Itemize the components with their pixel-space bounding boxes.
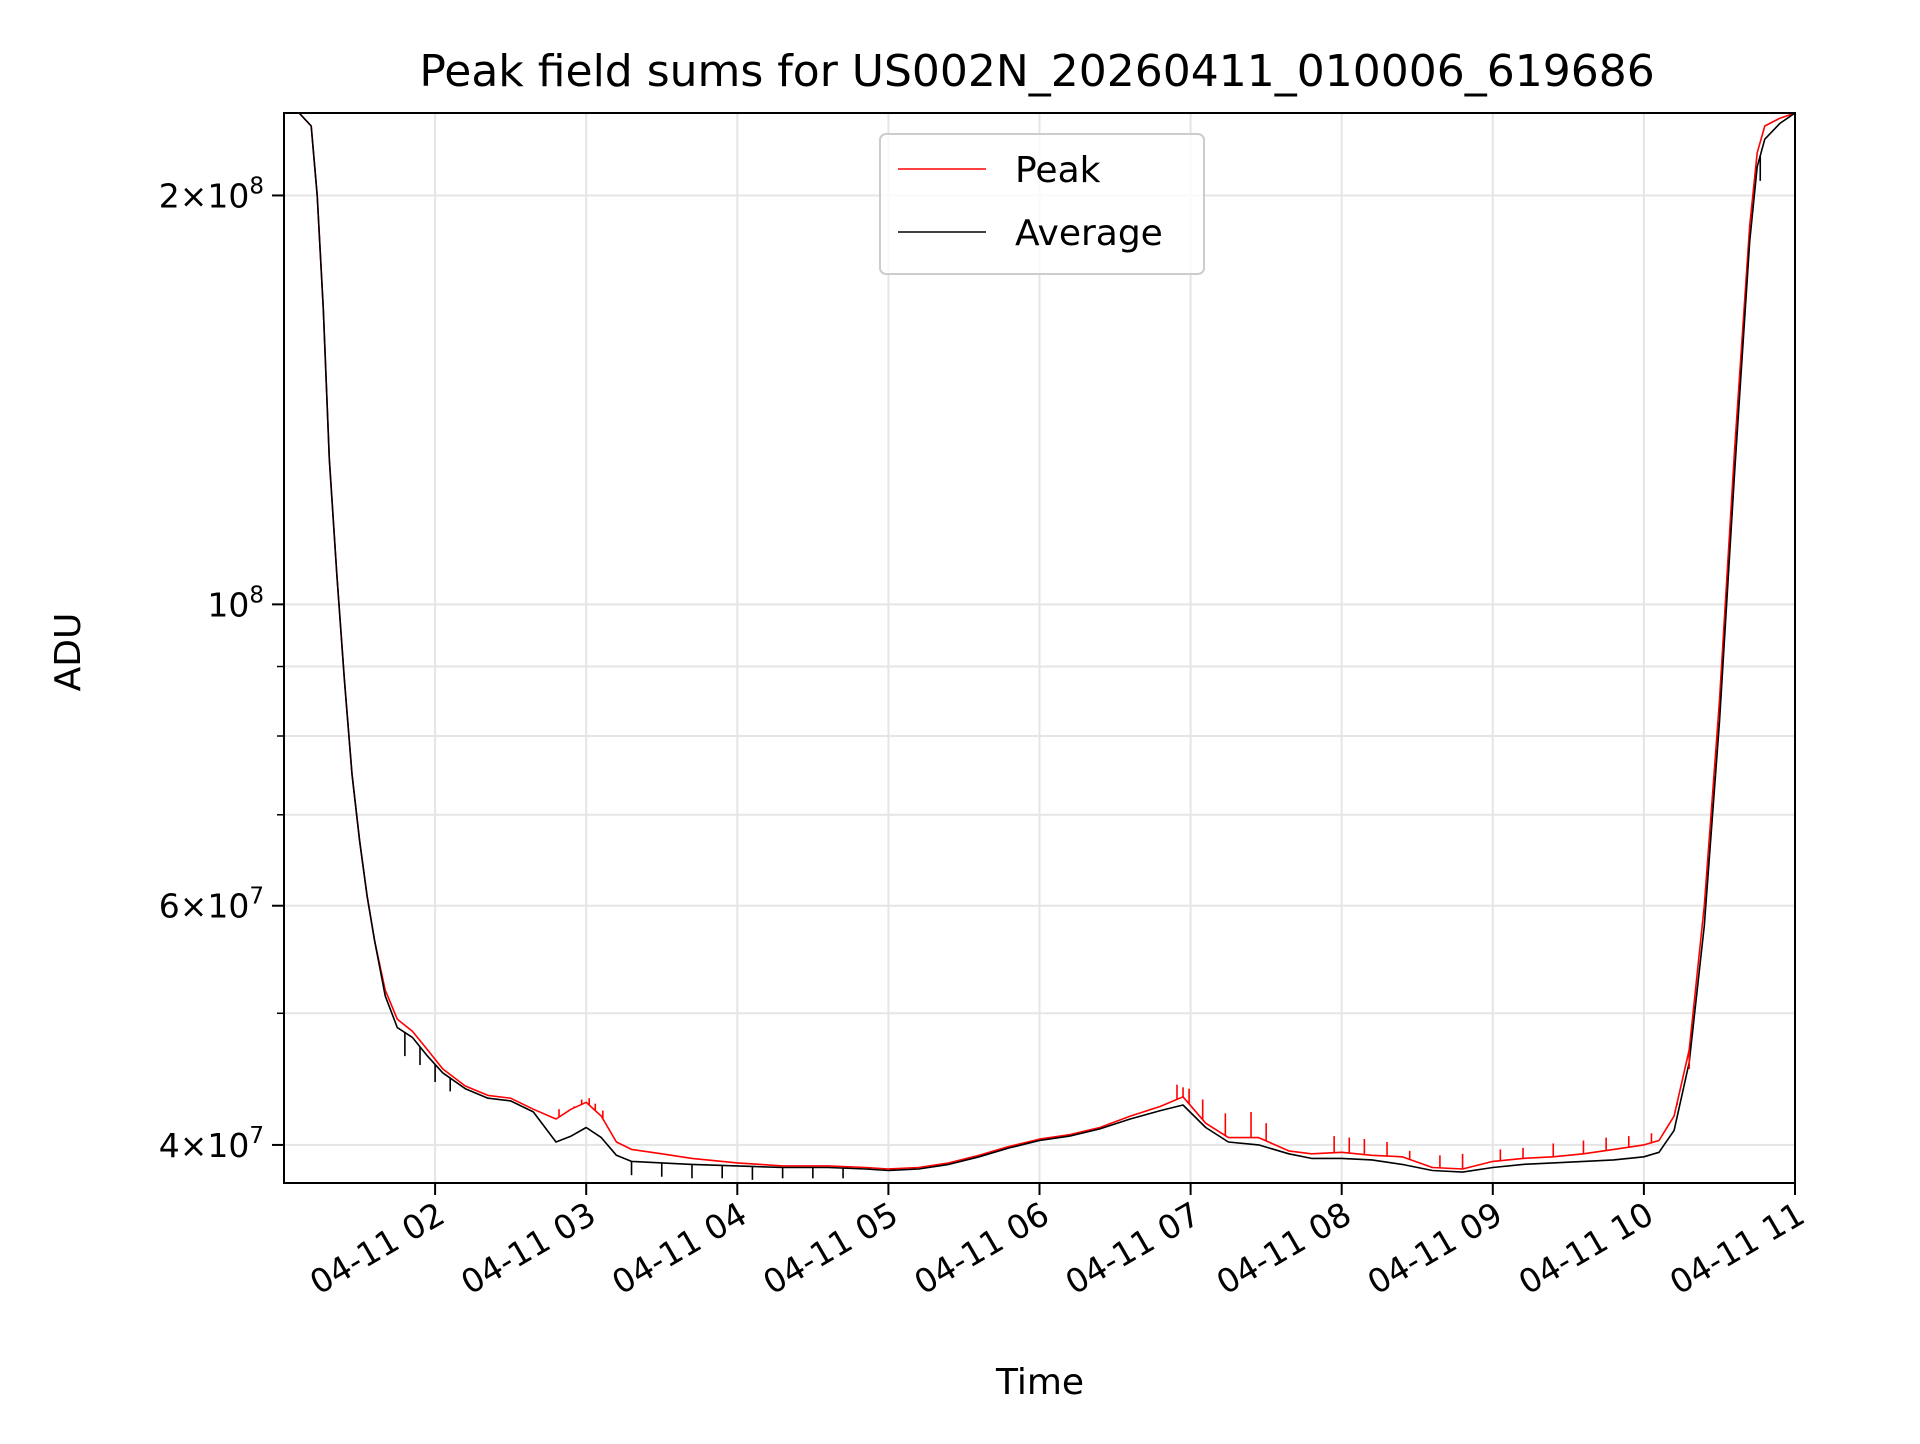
x-tick-label: 04-11 11 <box>1663 1194 1811 1302</box>
x-tick-label: 04-11 02 <box>303 1194 451 1302</box>
legend: Peak Average <box>879 133 1205 275</box>
x-tick-label: 04-11 06 <box>908 1194 1056 1302</box>
x-tick-label: 04-11 03 <box>454 1194 602 1302</box>
y-tick-label: 4×107 <box>159 1123 264 1165</box>
y-tick-label: 6×107 <box>159 884 264 926</box>
y-tick-label: 108 <box>207 582 264 624</box>
x-axis-label: Time <box>995 1362 1084 1403</box>
y-tick-exponent: 8 <box>249 582 264 608</box>
y-tick-exponent: 7 <box>249 884 264 910</box>
legend-average-label: Average <box>1015 213 1163 254</box>
series-line-peak <box>298 113 1795 1170</box>
axis-ticks: 04-11 02 04-11 03 04-11 04 04-11 05 04-11 06… <box>159 173 1811 1302</box>
series-line-average <box>298 113 1795 1173</box>
y-tick-label: 2×108 <box>159 173 264 215</box>
x-tick-label: 04-11 04 <box>605 1194 753 1302</box>
y-tick-exponent: 8 <box>249 173 264 199</box>
y-tick-exponent: 7 <box>249 1123 264 1149</box>
series-group <box>298 113 1795 1180</box>
legend-peak-label: Peak <box>1015 150 1101 191</box>
x-tick-label: 04-11 09 <box>1361 1194 1509 1302</box>
chart-title: Peak field sums for US002N_20260411_0100… <box>419 46 1654 97</box>
x-tick-label: 04-11 10 <box>1512 1194 1660 1302</box>
plot-area <box>298 113 1795 1180</box>
x-tick-label: 04-11 05 <box>756 1194 904 1302</box>
x-tick-label: 04-11 08 <box>1210 1194 1358 1302</box>
y-axis-label: ADU <box>48 613 89 692</box>
x-tick-label: 04-11 07 <box>1059 1194 1207 1302</box>
